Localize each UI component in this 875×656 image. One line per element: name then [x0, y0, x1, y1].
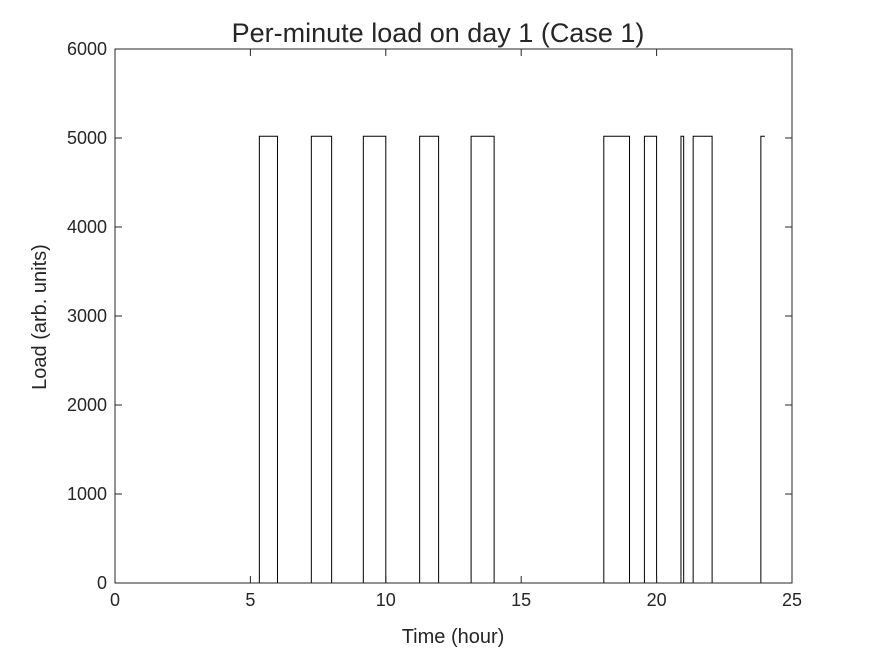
axis-ticks	[114, 48, 793, 584]
y-tick-label: 5000	[67, 128, 107, 148]
y-axis-label: Load (arb. units)	[29, 244, 51, 390]
x-tick-label: 15	[511, 590, 531, 610]
y-tick-label: 1000	[67, 484, 107, 504]
y-tick-label: 3000	[67, 306, 107, 326]
x-tick-label: 25	[782, 590, 802, 610]
y-tick-label: 4000	[67, 217, 107, 237]
x-tick-label: 5	[245, 590, 255, 610]
y-tick-labels: 0 1000 2000 3000 4000 5000 6000	[67, 39, 107, 593]
x-tick-label: 20	[647, 590, 667, 610]
y-tick-label: 0	[97, 573, 107, 593]
x-axis-label: Time (hour)	[402, 626, 505, 648]
y-tick-label: 6000	[67, 39, 107, 59]
y-tick-label: 2000	[67, 395, 107, 415]
x-tick-labels: 0 5 10 15 20 25	[110, 590, 802, 610]
x-tick-label: 10	[376, 590, 396, 610]
x-tick-label: 0	[110, 590, 120, 610]
chart-title: Per-minute load on day 1 (Case 1)	[232, 18, 645, 48]
